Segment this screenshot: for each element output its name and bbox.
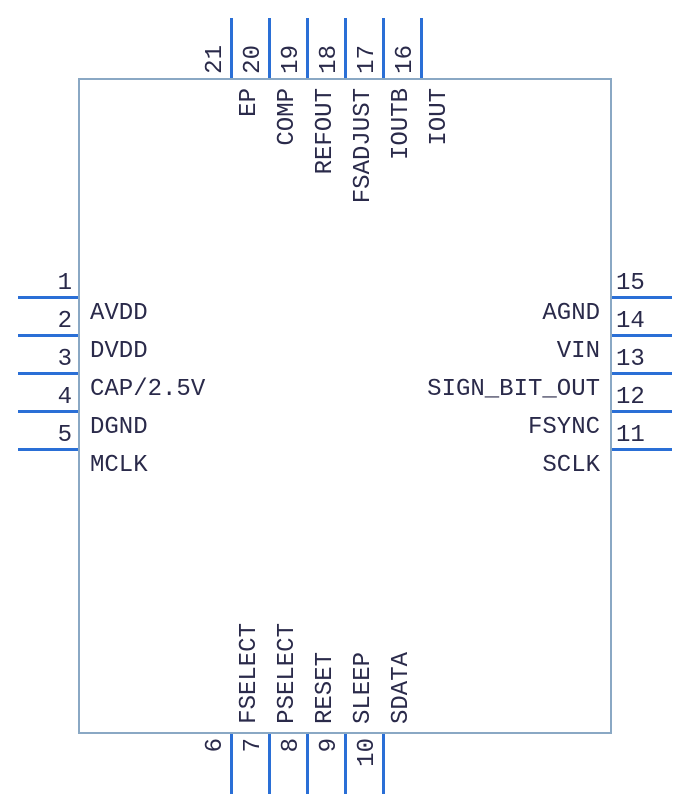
pin-number: 16 xyxy=(392,0,419,74)
pin-label: SIGN_BIT_OUT xyxy=(427,376,600,403)
pin-label: SDATA xyxy=(388,652,415,724)
pin-label: DVDD xyxy=(90,338,148,365)
pin-number: 13 xyxy=(616,346,645,373)
pin-label: RESET xyxy=(312,652,339,724)
pin-stub xyxy=(306,734,309,794)
pin-stub xyxy=(382,734,385,794)
pin-label: DGND xyxy=(90,414,148,441)
pin-number: 3 xyxy=(0,346,72,373)
pin-number: 18 xyxy=(316,0,343,74)
pin-number: 2 xyxy=(0,308,72,335)
pin-stub xyxy=(420,18,423,78)
pin-label: EP xyxy=(236,88,263,117)
pin-stub xyxy=(268,734,271,794)
pin-number: 17 xyxy=(354,0,381,74)
pin-label: SCLK xyxy=(542,452,600,479)
pin-label: VIN xyxy=(557,338,600,365)
pin-label: AGND xyxy=(542,300,600,327)
pin-number: 12 xyxy=(616,384,645,411)
pin-number: 6 xyxy=(202,738,229,752)
pin-label: COMP xyxy=(274,88,301,146)
pin-stub xyxy=(382,18,385,78)
pin-stub xyxy=(306,18,309,78)
pin-label: SLEEP xyxy=(350,652,377,724)
pin-number: 19 xyxy=(278,0,305,74)
pin-number: 10 xyxy=(354,738,381,767)
pin-stub xyxy=(268,18,271,78)
pin-number: 15 xyxy=(616,270,645,297)
pin-number: 20 xyxy=(240,0,267,74)
pin-number: 4 xyxy=(0,384,72,411)
pin-number: 11 xyxy=(616,422,645,449)
pin-label: FSADJUST xyxy=(350,88,377,203)
pin-number: 7 xyxy=(240,738,267,752)
pin-label: FSELECT xyxy=(236,623,263,724)
pin-stub xyxy=(230,18,233,78)
pin-number: 21 xyxy=(202,0,229,74)
chip-body xyxy=(78,78,612,734)
pin-stub xyxy=(344,734,347,794)
pin-number: 9 xyxy=(316,738,343,752)
pin-label: MCLK xyxy=(90,452,148,479)
pin-label: FSYNC xyxy=(528,414,600,441)
pin-label: PSELECT xyxy=(274,623,301,724)
pin-label: CAP/2.5V xyxy=(90,376,205,403)
pin-number: 8 xyxy=(278,738,305,752)
pin-label: IOUT xyxy=(426,88,453,146)
pin-stub xyxy=(230,734,233,794)
pin-stub xyxy=(344,18,347,78)
pin-number: 14 xyxy=(616,308,645,335)
pin-number: 1 xyxy=(0,270,72,297)
pin-label: IOUTB xyxy=(388,88,415,160)
pin-label: AVDD xyxy=(90,300,148,327)
pin-number: 5 xyxy=(0,422,72,449)
pin-label: REFOUT xyxy=(312,88,339,174)
